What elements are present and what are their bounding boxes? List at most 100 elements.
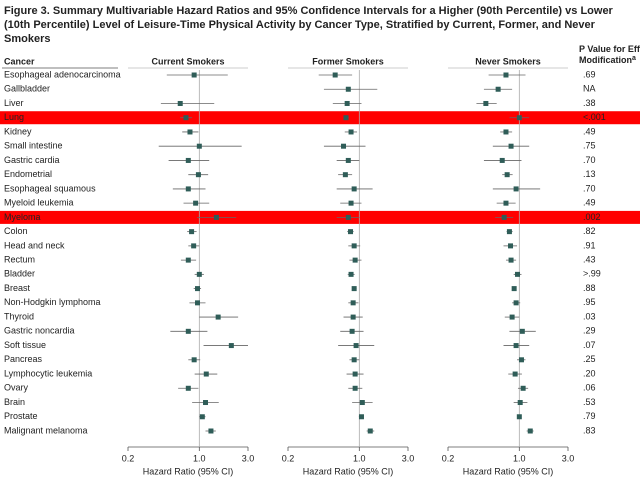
p-value: .43 [583,254,596,264]
figure-title: Figure 3. Summary Multivariable Hazard R… [4,5,613,45]
point-estimate [511,286,517,292]
point-estimate [342,172,348,178]
category-label: Non-Hodgkin lymphoma [4,297,101,307]
point-estimate [185,328,191,334]
x-tick-label: 0.2 [442,453,455,463]
point-estimate [344,100,350,106]
category-label: Colon [4,226,28,236]
category-label: Breast [4,283,31,293]
point-estimate [504,172,510,178]
p-value: >.99 [583,269,601,279]
point-estimate [185,257,191,263]
category-label: Lung [4,112,24,122]
point-estimate [187,129,193,135]
column-header: Cancer [4,56,35,66]
point-estimate [348,229,354,235]
point-estimate [196,143,202,149]
point-estimate [341,143,347,149]
point-estimate [215,314,221,320]
point-estimate [203,371,209,377]
x-tick-label: 3.0 [402,453,415,463]
p-value: .03 [583,311,596,321]
p-header: P Value for EffectModificationa [579,44,640,65]
p-value: .29 [583,326,596,336]
category-label: Head and neck [4,240,65,250]
point-estimate [352,385,358,391]
point-estimate [185,186,191,192]
p-value: .75 [583,141,596,151]
point-estimate [501,214,507,220]
point-estimate [513,186,519,192]
p-value: .79 [583,411,596,421]
p-value: .49 [583,198,596,208]
x-axis-label: Hazard Ratio (95% CI) [143,466,234,476]
point-estimate [189,229,195,235]
point-estimate [527,428,533,434]
panel-header: Current Smokers [151,56,224,66]
p-value: .20 [583,368,596,378]
p-header-note: a [632,55,636,62]
p-value: .70 [583,183,596,193]
point-estimate [195,286,201,292]
point-estimate [508,143,514,149]
category-label: Bladder [4,269,35,279]
point-estimate [193,200,199,206]
p-value: .07 [583,340,596,350]
point-estimate [518,357,524,363]
point-estimate [513,343,519,349]
category-label: Prostate [4,411,38,421]
point-estimate [509,314,515,320]
x-tick-label: 3.0 [562,453,575,463]
point-estimate [213,214,219,220]
x-tick-label: 3.0 [242,453,255,463]
category-label: Malignant melanoma [4,425,88,435]
category-label: Soft tissue [4,340,46,350]
point-estimate [513,300,519,306]
p-value: .06 [583,383,596,393]
p-value: .88 [583,283,596,293]
point-estimate [185,385,191,391]
category-label: Gastric noncardia [4,326,75,336]
p-value: .82 [583,226,596,236]
point-estimate [348,271,354,277]
x-tick-label: 0.2 [282,453,295,463]
point-estimate [503,129,509,135]
p-value: <.001 [583,112,606,122]
point-estimate [351,286,357,292]
category-label: Gastric cardia [4,155,60,165]
category-label: Myeloma [4,212,41,222]
point-estimate [351,243,357,249]
category-label: Small intestine [4,141,63,151]
point-estimate [495,86,501,92]
point-estimate [506,229,512,235]
point-estimate [515,271,521,277]
point-estimate [353,343,359,349]
panel-header: Never Smokers [475,56,541,66]
point-estimate [191,243,197,249]
point-estimate [352,371,358,377]
category-label: Gallbladder [4,84,50,94]
category-label: Liver [4,98,24,108]
point-estimate [177,100,183,106]
point-estimate [348,200,354,206]
point-estimate [503,200,509,206]
point-estimate [203,400,209,406]
x-tick-label: 1.0 [513,453,526,463]
p-value: .70 [583,155,596,165]
point-estimate [345,157,351,163]
point-estimate [185,157,191,163]
panel-header: Former Smokers [312,56,384,66]
point-estimate [348,129,354,135]
category-label: Pancreas [4,354,43,364]
category-label: Rectum [4,254,35,264]
row-highlight [0,111,640,125]
category-label: Esophageal squamous [4,183,96,193]
category-label: Endometrial [4,169,52,179]
row-highlight [0,210,640,224]
p-value: .83 [583,425,596,435]
p-value: .13 [583,169,596,179]
p-value: .91 [583,240,596,250]
point-estimate [196,271,202,277]
point-estimate [208,428,214,434]
